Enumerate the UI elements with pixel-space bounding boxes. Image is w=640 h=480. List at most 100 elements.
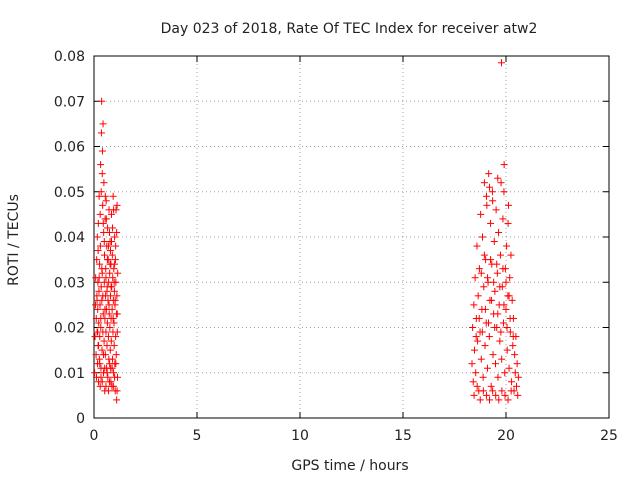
x-tick-label: 10 [291,428,309,444]
data-point [509,342,517,350]
data-point [100,238,108,246]
data-point [111,373,119,381]
data-point [95,192,103,200]
data-point [480,251,488,259]
data-point [103,319,111,327]
data-point [480,179,488,187]
data-point [502,305,510,313]
data-point [108,210,116,218]
data-point [514,373,522,381]
data-point [110,342,118,350]
data-point [488,188,496,196]
data-point [96,360,104,368]
data-point [470,391,478,399]
data-point [482,192,490,200]
data-point [110,319,118,327]
data-point [95,274,103,282]
data-point [475,314,483,322]
data-point [482,391,490,399]
data-point [109,192,117,200]
y-tick-label: 0.04 [54,230,85,246]
data-point [500,188,508,196]
y-tick-label: 0.03 [54,275,85,291]
data-point [107,378,115,386]
x-tick-label: 20 [497,428,515,444]
data-point [95,342,103,350]
data-point [497,59,505,67]
data-point [102,382,110,390]
data-point [505,364,513,372]
data-point [109,355,117,363]
data-point [469,324,477,331]
data-point [102,197,110,205]
y-tick-label: 0.02 [54,321,85,337]
data-point [485,333,493,341]
data-point [114,269,122,277]
data-point [497,328,505,336]
data-point [111,296,119,304]
data-point [102,274,110,282]
data-point [96,333,104,341]
data-point [93,256,101,264]
data-point [476,396,484,404]
data-point [94,247,102,255]
data-point [498,387,506,395]
data-point [113,310,121,318]
data-point [107,283,115,291]
data-point [110,287,118,295]
data-point [109,314,117,322]
data-point [503,324,511,331]
data-point [487,382,495,390]
data-point [489,351,497,359]
data-point [473,242,481,250]
data-point [514,391,522,399]
data-point [491,287,499,295]
data-point [489,387,497,395]
data-point [499,265,507,273]
data-point [99,292,107,300]
data-point [113,292,121,300]
data-point [93,296,101,304]
data-point [500,319,508,327]
data-point [104,373,112,381]
data-point [502,278,510,286]
data-point [477,269,485,277]
data-point [96,260,104,268]
x-tick-label: 15 [394,428,412,444]
data-point [108,305,116,313]
data-point [103,287,111,295]
data-point [509,333,517,341]
data-point [99,351,107,359]
data-point [487,219,495,227]
y-tick-label: 0.08 [54,49,85,65]
gridlines [94,56,609,418]
data-point [110,206,118,214]
data-point [97,161,105,169]
data-point [98,265,106,273]
data-point [491,324,499,331]
data-point [474,337,482,345]
data-point [468,360,476,368]
data-point [102,328,110,336]
x-tick-label: 0 [90,428,99,444]
data-point [494,174,502,182]
data-point [100,337,108,345]
y-tick-label: 0.05 [54,185,85,201]
data-point [112,242,120,250]
data-point [503,346,511,354]
data-point [508,378,516,386]
data-point [503,242,511,250]
data-point [472,333,480,341]
data-point [513,382,521,390]
data-point [493,269,501,277]
data-point [496,251,504,259]
data-point [108,364,116,372]
data-point [106,324,114,331]
data-point [94,328,102,336]
data-point [471,274,479,282]
data-point [93,233,101,241]
y-axis-label: ROTI / TECUs [6,194,22,286]
data-point [113,228,121,236]
data-point [492,206,500,214]
data-point [498,355,506,363]
